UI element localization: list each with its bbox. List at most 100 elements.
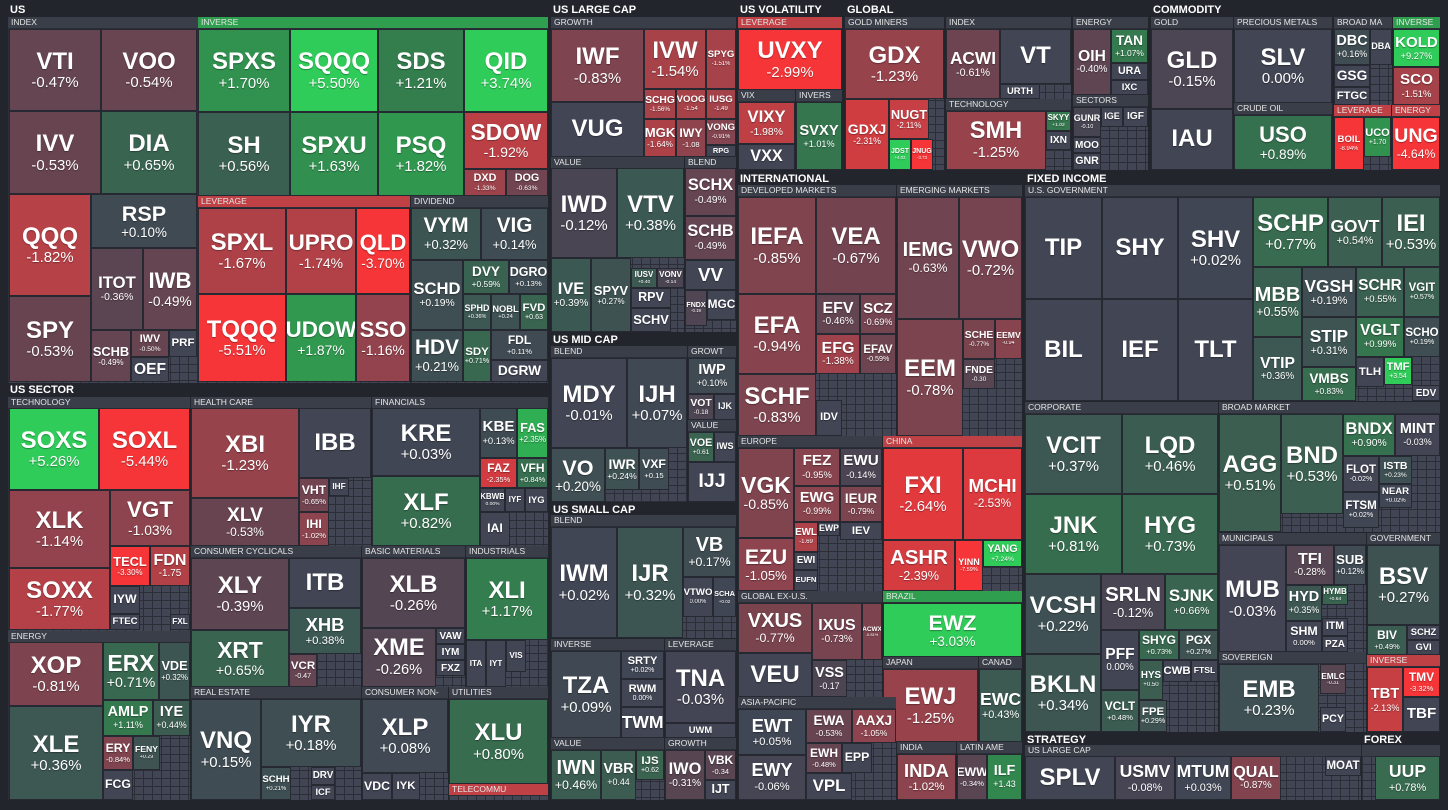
etf-tile[interactable]: EWW -0.34%	[957, 754, 987, 800]
etf-tile[interactable]: FLOT -0.02%	[1343, 456, 1379, 492]
etf-tile[interactable]: YANG +7.24%	[983, 540, 1022, 567]
etf-tile[interactable]: IVW -1.54%	[644, 29, 706, 89]
etf-tile[interactable]: TBT -2.13%	[1367, 667, 1403, 732]
etf-tile[interactable]: IEF	[1102, 299, 1178, 401]
etf-tile[interactable]: IVV -0.53%	[9, 111, 101, 194]
etf-tile[interactable]: FEZ -0.95%	[794, 448, 840, 486]
etf-tile[interactable]: CWB	[1163, 660, 1191, 682]
etf-tile[interactable]: FVD +0.63	[520, 294, 548, 330]
etf-tile[interactable]: SRLN -0.12%	[1101, 574, 1165, 630]
etf-tile[interactable]: DBC +0.16%	[1334, 29, 1370, 65]
etf-tile[interactable]: XOP -0.81%	[9, 642, 103, 706]
etf-tile[interactable]: FXL	[170, 614, 190, 630]
etf-tile[interactable]: VGLT +0.99%	[1356, 317, 1404, 357]
etf-tile[interactable]: SCHD +0.19%	[411, 260, 463, 330]
etf-tile[interactable]: HYS +0.50	[1139, 660, 1163, 700]
etf-tile[interactable]: PSQ +1.82%	[378, 112, 464, 196]
etf-tile[interactable]: ISTB +0.23%	[1379, 456, 1412, 484]
etf-tile[interactable]: MOO	[1073, 137, 1101, 153]
etf-tile[interactable]: VOE +0.61	[688, 432, 714, 462]
etf-tile[interactable]: VNQ +0.15%	[191, 699, 261, 800]
etf-tile[interactable]: VUG	[551, 102, 644, 157]
etf-tile[interactable]: NUGT -2.11%	[889, 99, 929, 139]
etf-tile[interactable]: VEU	[738, 653, 812, 697]
etf-tile[interactable]: IWM +0.02%	[551, 527, 617, 638]
etf-tile[interactable]: IYE +0.44%	[153, 700, 190, 736]
etf-tile[interactable]: IYM	[436, 644, 465, 660]
etf-tile[interactable]: PFF 0.00%	[1101, 630, 1139, 690]
etf-tile[interactable]: DIA +0.65%	[101, 111, 197, 194]
etf-tile[interactable]: EWY -0.06%	[738, 755, 806, 800]
etf-tile[interactable]: IJK	[714, 394, 736, 420]
etf-tile[interactable]: XBI -1.23%	[191, 408, 299, 498]
etf-tile[interactable]: QUAL -0.87%	[1231, 756, 1281, 800]
etf-tile[interactable]: DRV	[311, 767, 335, 785]
etf-tile[interactable]: IYG	[525, 488, 548, 512]
etf-tile[interactable]: URA	[1111, 63, 1148, 80]
etf-tile[interactable]: IUSG -1.49	[706, 89, 736, 119]
etf-tile[interactable]: MGK -1.64%	[644, 119, 676, 157]
etf-tile[interactable]: EWZ +3.03%	[883, 603, 1022, 657]
etf-tile[interactable]: MOAT	[1325, 756, 1361, 776]
etf-tile[interactable]: SKYY +1.02	[1046, 111, 1071, 131]
etf-tile[interactable]: EEMV -0.94	[995, 319, 1022, 359]
etf-tile[interactable]: PZA	[1322, 636, 1348, 652]
etf-tile[interactable]: EPP	[842, 743, 872, 773]
etf-tile[interactable]: INDA -1.02%	[897, 754, 956, 800]
etf-tile[interactable]: EWC +0.43%	[979, 669, 1022, 742]
etf-tile[interactable]: EZU -1.05%	[738, 538, 794, 591]
etf-tile[interactable]: BIV +0.49%	[1367, 625, 1407, 655]
etf-tile[interactable]: ITB	[289, 558, 361, 608]
etf-tile[interactable]: URTH	[1000, 84, 1040, 99]
etf-tile[interactable]: EFA -0.94%	[738, 294, 816, 374]
etf-tile[interactable]: GLD -0.15%	[1151, 29, 1233, 109]
etf-tile[interactable]: IWP +0.10%	[688, 358, 736, 394]
etf-tile[interactable]: GUNR -0.10	[1073, 107, 1101, 137]
etf-tile[interactable]: EFV -0.46%	[816, 294, 860, 334]
etf-tile[interactable]: IXUS -0.73%	[812, 603, 862, 660]
etf-tile[interactable]: RPG	[706, 145, 736, 157]
etf-tile[interactable]: FTEC	[110, 614, 140, 630]
etf-tile[interactable]: IWD -0.12%	[551, 168, 617, 258]
etf-tile[interactable]: VCSH +0.22%	[1025, 574, 1101, 654]
etf-tile[interactable]: VTIP +0.36%	[1253, 337, 1302, 401]
etf-tile[interactable]: FXZ	[436, 660, 465, 676]
etf-tile[interactable]: VIG +0.14%	[481, 208, 548, 260]
etf-tile[interactable]: SCHR +0.55%	[1356, 267, 1404, 317]
etf-tile[interactable]: IWV -0.50%	[131, 330, 169, 357]
etf-tile[interactable]: UDOW +1.87%	[286, 294, 356, 382]
etf-tile[interactable]: SCO -1.51%	[1393, 67, 1440, 105]
etf-tile[interactable]: IEMG -0.63%	[897, 197, 959, 319]
etf-tile[interactable]: KRE +0.03%	[372, 408, 480, 476]
etf-tile[interactable]: FTSL	[1191, 660, 1218, 682]
etf-tile[interactable]: SDY +0.71%	[463, 330, 491, 382]
etf-tile[interactable]: VGSH +0.19%	[1302, 267, 1356, 317]
etf-tile[interactable]: EDV	[1412, 385, 1440, 401]
etf-tile[interactable]: ACWX -0.81%	[862, 603, 882, 660]
etf-tile[interactable]: PCY	[1320, 707, 1346, 732]
etf-tile[interactable]: RSP +0.10%	[91, 194, 197, 248]
etf-tile[interactable]: IJR +0.32%	[617, 527, 683, 638]
etf-tile[interactable]: VXF +0.15	[639, 448, 669, 490]
etf-tile[interactable]: LQD +0.46%	[1122, 414, 1218, 494]
etf-tile[interactable]: FPE +0.29%	[1139, 700, 1167, 732]
etf-tile[interactable]: IAU	[1151, 109, 1233, 170]
etf-tile[interactable]: ITM	[1322, 618, 1348, 636]
etf-tile[interactable]: DVY +0.59%	[463, 260, 509, 294]
etf-tile[interactable]: VXUS -0.77%	[738, 603, 812, 653]
etf-tile[interactable]: SPXU +1.63%	[290, 112, 378, 196]
etf-tile[interactable]: EMB +0.23%	[1219, 664, 1319, 732]
etf-tile[interactable]: SPYG -1.51%	[706, 29, 736, 89]
etf-tile[interactable]: DGRW	[491, 360, 548, 382]
etf-tile[interactable]: VGK -0.85%	[738, 448, 794, 538]
etf-tile[interactable]: VOT -0.18	[688, 394, 714, 420]
etf-tile[interactable]: DXD -1.33%	[464, 169, 506, 196]
etf-tile[interactable]: HDV +0.21%	[411, 330, 463, 382]
etf-tile[interactable]: TAN +1.07%	[1111, 29, 1148, 63]
etf-tile[interactable]: SOXX -1.77%	[9, 568, 110, 630]
etf-tile[interactable]: USMV -0.08%	[1115, 756, 1175, 800]
etf-tile[interactable]: MGC	[707, 290, 736, 320]
etf-tile[interactable]: SCHA +0.02	[713, 577, 736, 617]
etf-tile[interactable]: SCZ -0.69%	[860, 294, 896, 334]
etf-tile[interactable]: SJNK +0.66%	[1165, 574, 1218, 630]
